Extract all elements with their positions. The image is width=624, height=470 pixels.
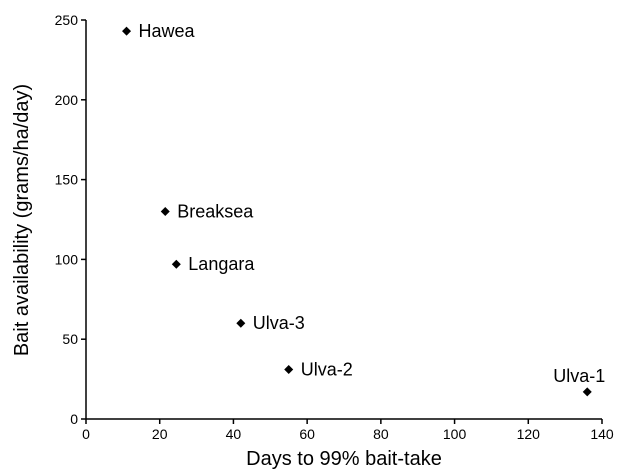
x-tick-label: 120 — [517, 426, 541, 442]
x-tick-label: 80 — [373, 426, 389, 442]
data-label-ulva-2: Ulva-2 — [301, 360, 353, 380]
y-ticks: 0 50 100 150 200 250 — [55, 12, 86, 427]
y-tick-label: 200 — [55, 92, 79, 108]
data-point-breaksea — [160, 207, 170, 217]
data-label-ulva-1: Ulva-1 — [553, 366, 605, 386]
x-tick-label: 20 — [152, 426, 168, 442]
x-axis-title: Days to 99% bait-take — [246, 448, 442, 470]
x-tick-label: 140 — [590, 426, 614, 442]
data-label-langara: Langara — [188, 254, 255, 274]
x-tick-label: 40 — [226, 426, 242, 442]
y-tick-label: 100 — [55, 251, 79, 267]
data-point-ulva-2 — [284, 365, 294, 375]
data-point-langara — [171, 259, 181, 269]
x-ticks: 0 20 40 60 80 100 120 140 — [82, 419, 614, 442]
data-points: Hawea Breaksea Langara Ulva-3 Ulva-2 Ulva-1 — [122, 21, 605, 397]
y-tick-label: 250 — [55, 12, 79, 28]
axes — [85, 20, 602, 420]
y-tick-label: 50 — [62, 331, 78, 347]
x-tick-label: 60 — [299, 426, 315, 442]
y-tick-label: 0 — [70, 411, 78, 427]
data-point-ulva-3 — [236, 318, 246, 328]
y-tick-label: 150 — [55, 172, 79, 188]
data-point-hawea — [122, 26, 132, 36]
data-label-breaksea: Breaksea — [177, 202, 254, 222]
x-tick-label: 100 — [443, 426, 467, 442]
y-axis-title: Bait availability (grams/ha/day) — [11, 84, 33, 356]
x-tick-label: 0 — [82, 426, 90, 442]
data-label-ulva-3: Ulva-3 — [253, 313, 305, 333]
data-label-hawea: Hawea — [139, 21, 196, 41]
data-point-ulva-1 — [582, 387, 592, 397]
